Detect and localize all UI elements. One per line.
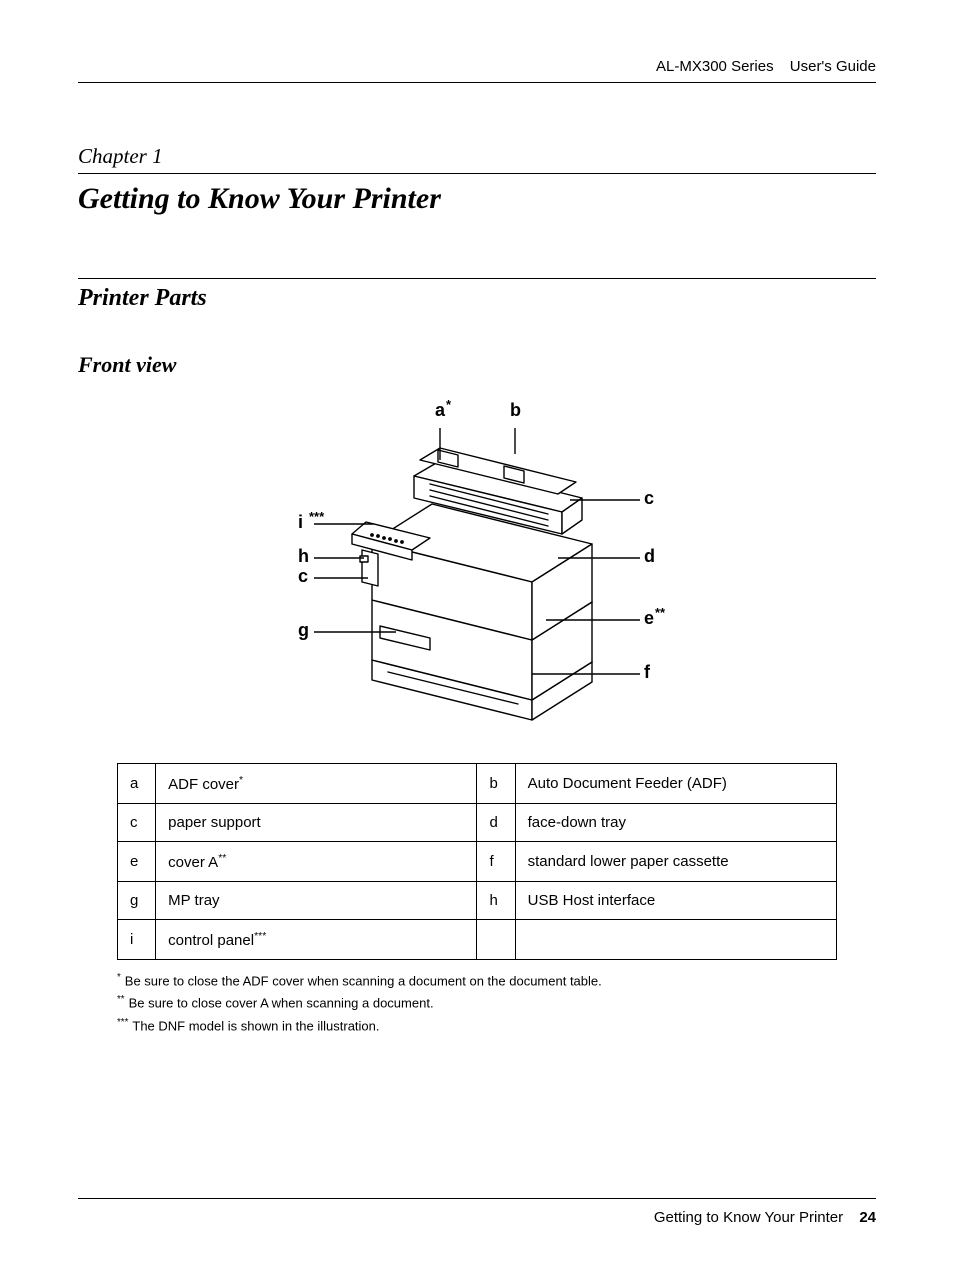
- callout-label-a: a: [435, 400, 446, 420]
- part-description: [515, 920, 836, 960]
- callout-label-d: d: [644, 546, 655, 566]
- footnote-marker: *: [239, 774, 243, 786]
- footnote-marker: **: [117, 994, 125, 1005]
- callout-label-h: h: [298, 546, 309, 566]
- footnote-text: Be sure to close cover A when scanning a…: [129, 996, 434, 1011]
- callout-sup: *: [446, 400, 452, 412]
- callout-sup: **: [655, 605, 666, 620]
- part-description: MP tray: [156, 882, 477, 920]
- footnote-marker: *: [117, 972, 121, 983]
- footnote: ** Be sure to close cover A when scanning…: [117, 992, 837, 1014]
- part-letter: i: [118, 920, 156, 960]
- footnote-marker: **: [218, 852, 226, 864]
- chapter-title: Getting to Know Your Printer: [78, 182, 876, 216]
- part-letter: f: [477, 842, 515, 882]
- running-header: AL-MX300 Series User's Guide: [656, 58, 876, 75]
- content-area: Chapter 1 Getting to Know Your Printer P…: [78, 144, 876, 1037]
- footnote-text: Be sure to close the ADF cover when scan…: [125, 973, 602, 988]
- part-letter: c: [118, 804, 156, 842]
- subsection-heading: Front view: [78, 352, 876, 378]
- page-number: 24: [859, 1209, 876, 1226]
- section-rule: [78, 278, 876, 279]
- header-rule: [78, 82, 876, 83]
- table-row: icontrol panel***: [118, 920, 837, 960]
- footnote: * Be sure to close the ADF cover when sca…: [117, 970, 837, 992]
- page-footer: Getting to Know Your Printer 24: [78, 1198, 876, 1226]
- printer-diagram: a*bcde**fgchi***: [78, 400, 876, 735]
- callout-label-c2: c: [298, 566, 308, 586]
- table-row: cpaper supportdface-down tray: [118, 804, 837, 842]
- part-description: ADF cover*: [156, 764, 477, 804]
- part-letter: [477, 920, 515, 960]
- part-description: standard lower paper cassette: [515, 842, 836, 882]
- part-description: control panel***: [156, 920, 477, 960]
- printer-illustration: a*bcde**fgchi***: [262, 400, 692, 730]
- footnotes: * Be sure to close the ADF cover when sca…: [117, 970, 837, 1037]
- footer-section: Getting to Know Your Printer: [654, 1209, 843, 1226]
- product-series: AL-MX300 Series: [656, 58, 774, 75]
- footer-rule: [78, 1198, 876, 1199]
- section-heading: Printer Parts: [78, 285, 876, 312]
- footnote-text: The DNF model is shown in the illustrati…: [132, 1018, 379, 1033]
- callout-label-c1: c: [644, 488, 654, 508]
- footnote: *** The DNF model is shown in the illustr…: [117, 1015, 837, 1037]
- parts-table: aADF cover*bAuto Document Feeder (ADF)cp…: [117, 763, 837, 960]
- part-description: paper support: [156, 804, 477, 842]
- table-row: gMP trayhUSB Host interface: [118, 882, 837, 920]
- table-row: ecover A**fstandard lower paper cassette: [118, 842, 837, 882]
- table-row: aADF cover*bAuto Document Feeder (ADF): [118, 764, 837, 804]
- part-description: Auto Document Feeder (ADF): [515, 764, 836, 804]
- part-letter: g: [118, 882, 156, 920]
- callout-label-i: i: [298, 512, 303, 532]
- callout-label-f: f: [644, 662, 651, 682]
- page: AL-MX300 Series User's Guide Chapter 1 G…: [0, 0, 954, 1274]
- callout-label-g: g: [298, 620, 309, 640]
- chapter-rule: [78, 173, 876, 174]
- chapter-label: Chapter 1: [78, 144, 876, 169]
- part-letter: e: [118, 842, 156, 882]
- footnote-marker: ***: [117, 1017, 128, 1028]
- callout-label-b: b: [510, 400, 521, 420]
- doc-title: User's Guide: [790, 58, 876, 75]
- part-description: USB Host interface: [515, 882, 836, 920]
- callout-label-e: e: [644, 608, 654, 628]
- part-letter: h: [477, 882, 515, 920]
- part-description: cover A**: [156, 842, 477, 882]
- part-letter: b: [477, 764, 515, 804]
- footnote-marker: ***: [254, 930, 266, 942]
- part-letter: d: [477, 804, 515, 842]
- callout-sup: ***: [309, 509, 325, 524]
- part-letter: a: [118, 764, 156, 804]
- part-description: face-down tray: [515, 804, 836, 842]
